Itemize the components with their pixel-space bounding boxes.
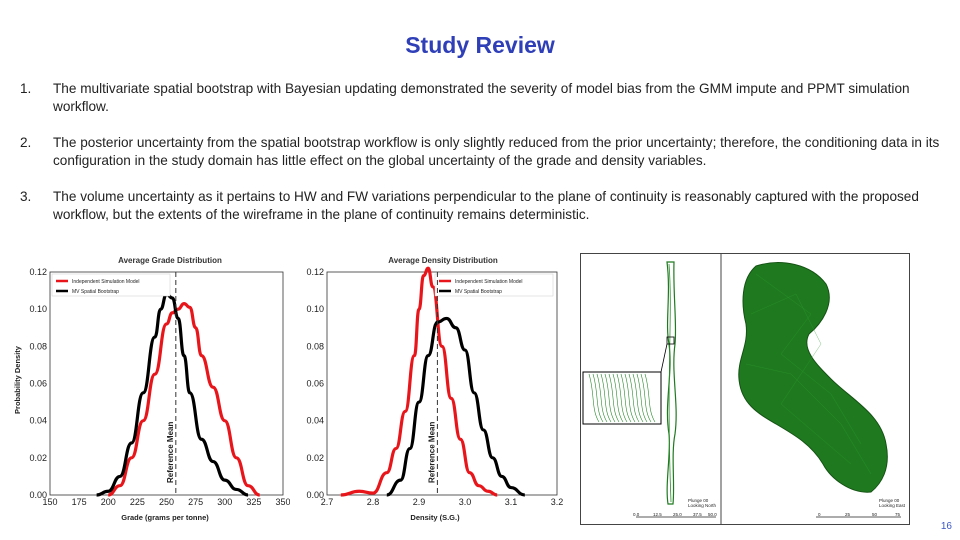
x-tick-label: 2.7 (321, 497, 334, 507)
x-tick-label: 3.1 (505, 497, 518, 507)
scale-tick: 25 (845, 512, 851, 517)
x-tick-label: 2.9 (413, 497, 426, 507)
x-tick-label: 275 (188, 497, 203, 507)
reference-mean-label: Reference Mean (166, 422, 175, 483)
grade-distribution-chart: Average Grade Distribution Probability D… (13, 256, 290, 522)
series-line-bootstrap (96, 292, 249, 497)
reference-mean-label: Reference Mean (427, 422, 436, 483)
wireframe-views-panel: Plunge 00 Looking North 0.0 12.5 25.0 37… (580, 253, 910, 525)
density-distribution-chart: Average Density Distribution Density (S.… (306, 256, 564, 522)
legend-box (51, 273, 171, 297)
y-tick-label: 0.04 (29, 416, 47, 426)
page-number: 16 (940, 521, 952, 532)
x-tick-label: 300 (217, 497, 232, 507)
y-tick-label: 0.06 (29, 379, 47, 389)
y-tick-label: 0.04 (306, 416, 324, 426)
left-view-label-1: Plunge 00 (688, 498, 709, 503)
zoom-inset-lines (588, 373, 656, 423)
y-tick-label: 0.12 (306, 267, 324, 277)
x-tick-label: 2.8 (367, 497, 380, 507)
y-tick-label: 0.10 (29, 304, 47, 314)
y-tick-label: 0.10 (306, 304, 324, 314)
scale-tick: 0 (818, 512, 821, 517)
item-text: The multivariate spatial bootstrap with … (53, 81, 910, 114)
y-tick-label: 0.08 (29, 341, 47, 351)
slide-title: Study Review (405, 32, 555, 58)
x-tick-label: 200 (101, 497, 116, 507)
item-text: The volume uncertainty as it pertains to… (53, 189, 919, 222)
plot-area (49, 271, 284, 496)
x-tick-label: 3.2 (551, 497, 564, 507)
x-tick-label: 325 (246, 497, 261, 507)
x-tick-label: 3.0 (459, 497, 472, 507)
item-number: 2. (20, 135, 32, 150)
scale-tick: 37.5 (693, 512, 702, 517)
scale-tick: 25.0 (673, 512, 682, 517)
x-tick-label: 350 (275, 497, 290, 507)
chart-title: Average Density Distribution (388, 256, 498, 265)
x-tick-label: 225 (130, 497, 145, 507)
y-axis-label: Probability Density (13, 345, 22, 414)
legend-label: Independent Simulation Model (72, 279, 140, 285)
x-axis-label: Density (S.G.) (410, 513, 460, 522)
right-view-label-1: Plunge 00 (879, 498, 900, 503)
series-line-bootstrap (386, 316, 526, 497)
scale-tick: 0.0 (633, 512, 640, 517)
zoom-connector (660, 343, 668, 373)
y-tick-label: 0.08 (306, 341, 324, 351)
plot-area (326, 271, 558, 496)
legend-label: Independent Simulation Model (455, 279, 523, 285)
series-line-independent (340, 266, 498, 497)
y-tick-label: 0.06 (306, 379, 324, 389)
item-number: 1. (20, 81, 32, 96)
y-tick-label: 0.00 (29, 490, 47, 500)
legend-box (434, 273, 554, 297)
right-view-label-2: Looking East (879, 503, 906, 508)
x-axis-label: Grade (grams per tonne) (121, 513, 209, 522)
item-text: The posterior uncertainty from the spati… (53, 135, 940, 168)
wireframe-views-graphic: Plunge 00 Looking North 0.0 12.5 25.0 37… (582, 254, 906, 524)
chart-title: Average Grade Distribution (118, 256, 222, 265)
legend-label: MV Spatial Bootstrap (455, 289, 502, 295)
scale-tick: 50 (872, 512, 878, 517)
section-wireframe-inner (668, 263, 672, 503)
y-tick-label: 0.00 (306, 490, 324, 500)
scale-tick: 75 (895, 512, 901, 517)
zoom-marker (666, 336, 675, 345)
left-view-label-2: Looking North (688, 503, 717, 508)
scale-tick: 12.5 (653, 512, 662, 517)
item-number: 3. (20, 189, 32, 204)
scale-tick: 50.0 (708, 512, 717, 517)
x-tick-label: 150 (42, 497, 57, 507)
x-tick-label: 250 (159, 497, 174, 507)
y-tick-label: 0.02 (306, 453, 324, 463)
x-tick-label: 175 (72, 497, 87, 507)
y-tick-label: 0.12 (29, 267, 47, 277)
section-wireframe (666, 261, 677, 505)
plan-wireframe (738, 262, 888, 493)
series-line-independent (107, 301, 261, 497)
y-tick-label: 0.02 (29, 453, 47, 463)
legend-label: MV Spatial Bootstrap (72, 289, 119, 295)
